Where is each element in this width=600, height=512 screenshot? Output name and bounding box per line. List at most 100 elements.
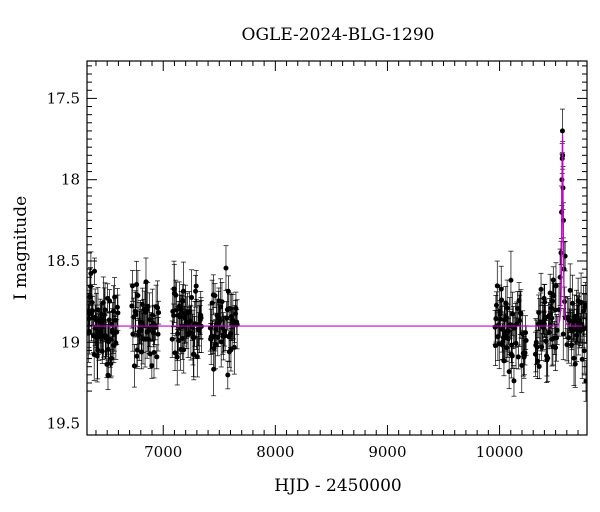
data-point [505,328,511,334]
data-point [145,303,151,309]
data-point [495,334,501,340]
data-point [538,286,544,292]
data-point [499,297,505,303]
data-point [114,304,120,310]
plot-area [87,108,587,402]
data-point [191,335,197,341]
data-point [523,330,529,336]
data-point [222,328,228,334]
data-point [497,311,503,317]
data-point [207,325,213,331]
data-point [223,265,229,271]
data-point [171,286,177,292]
data-point [104,361,110,367]
data-point [558,250,564,256]
data-point [87,283,93,289]
data-point [145,336,151,342]
data-point [180,288,186,294]
data-point [143,279,149,285]
data-point [501,331,507,337]
data-point [549,315,555,321]
data-point [102,307,108,313]
data-point [198,315,204,321]
data-point [87,294,93,300]
data-point [108,361,114,367]
data-point [90,308,96,314]
data-point [504,345,510,351]
data-point [510,311,516,317]
data-point [553,345,559,351]
data-point [135,293,141,299]
data-point [518,311,524,317]
data-point [181,347,187,353]
data-point [215,334,221,340]
data-point [174,354,180,360]
data-point [212,293,218,299]
data-point [552,307,558,313]
data-point [147,351,153,357]
data-point [106,317,112,323]
data-point [516,298,522,304]
data-point [233,311,239,317]
plot-frame [86,60,588,436]
y-tick-label: 18 [61,171,80,189]
data-point [134,347,140,353]
data-point [171,312,177,318]
data-point [514,321,520,327]
data-point [503,315,509,321]
y-axis-label: I magnitude [11,196,31,300]
data-point [211,366,217,372]
data-point [582,302,587,308]
data-point [176,338,182,344]
data-point [543,338,549,344]
data-point [225,288,231,294]
data-point [107,298,113,304]
data-point [495,322,501,328]
x-tick-label: 10000 [476,443,524,461]
data-point [213,326,219,332]
data-point [509,342,515,348]
data-point [218,304,224,310]
data-point [573,326,579,332]
data-point [139,349,145,355]
data-point [522,350,528,356]
data-point [188,330,194,336]
data-point [541,321,547,327]
data-point [560,331,566,337]
data-point [147,317,153,323]
data-point [92,268,98,274]
data-point [100,300,106,306]
data-point [155,331,161,337]
data-point [189,295,195,301]
data-point [129,303,135,309]
data-point [130,331,136,337]
data-point [494,283,500,289]
data-point [115,310,121,316]
data-point [554,335,560,341]
chart-title: OGLE-2024-BLG-1290 [242,25,435,45]
y-tick-label: 17.5 [47,89,80,107]
data-point [129,283,135,289]
data-point [515,354,521,360]
data-point [219,299,225,305]
data-point [107,336,113,342]
data-point [149,312,155,318]
data-point [492,343,498,349]
data-point [193,283,199,289]
data-point [503,300,509,306]
data-point [583,325,587,331]
data-point [134,353,140,359]
data-point [554,327,560,333]
data-point [513,340,519,346]
data-point [571,355,577,361]
data-point [535,358,541,364]
data-point [218,339,224,345]
data-point [505,336,511,342]
data-point [100,317,106,323]
data-point [212,341,218,347]
data-point [177,314,183,320]
data-point [173,292,179,298]
x-tick-label: 7000 [144,443,182,461]
data-point [224,315,230,321]
